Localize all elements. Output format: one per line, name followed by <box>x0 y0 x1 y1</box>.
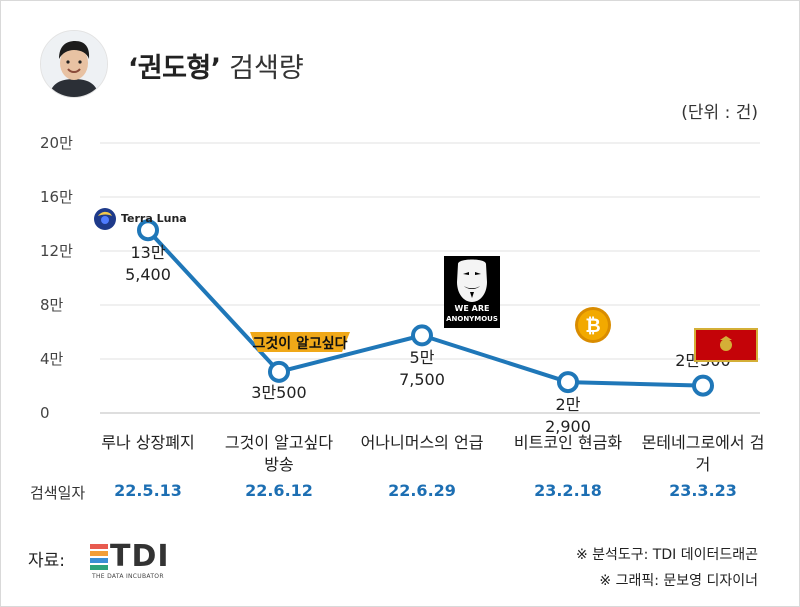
analysis-tool-credit: ※ 분석도구: TDI 데이터드래곤 <box>575 547 758 563</box>
bitcoin-icon: ₿ <box>575 307 611 343</box>
anonymous-text-2: ANONYMOUS <box>446 315 498 323</box>
tdi-logo: TDI THE DATA INCUBATOR <box>90 540 170 586</box>
search-date: 22.6.12 <box>245 481 313 500</box>
y-tick-label: 16만 <box>40 188 73 206</box>
data-label-line: 2,900 <box>545 417 591 437</box>
y-tick-label: 4만 <box>40 350 64 368</box>
x-category-label: 어나니머스의 언급 <box>360 433 484 452</box>
data-label-line: 13만 <box>130 243 166 263</box>
unit-label: (단위 : 건) <box>681 103 758 123</box>
data-point <box>268 360 290 383</box>
graphic-credit: ※ 그래픽: 문보영 디자이너 <box>599 573 758 589</box>
y-tick-label: 20만 <box>40 134 73 152</box>
unsolved-banner-icon <box>250 332 350 352</box>
data-label: 13만 5,400 <box>125 242 171 286</box>
data-label-line: 5만 <box>409 348 435 368</box>
data-label-line: 5,400 <box>125 265 171 285</box>
data-label: 3만500 <box>251 382 306 404</box>
data-point <box>137 219 159 242</box>
svg-text:₿: ₿ <box>585 315 600 337</box>
y-tick-label: 8만 <box>40 296 64 314</box>
data-point <box>692 374 714 397</box>
data-label-line: 3만500 <box>251 382 307 402</box>
search-date: 23.3.23 <box>669 481 737 500</box>
x-category-label: 그것이 알고싶다 방송 <box>224 433 334 474</box>
data-label: 5만 7,500 <box>399 347 445 391</box>
data-label-line: 7,500 <box>399 370 445 390</box>
data-label-line: 2만 <box>555 395 581 415</box>
chart-title: ‘권도형’ 검색량 <box>128 46 304 85</box>
montenegro-flag-icon <box>694 328 758 362</box>
source-label: 자료: <box>28 551 66 571</box>
x-category-label: 루나 상장폐지 <box>101 433 195 452</box>
avatar <box>40 30 108 98</box>
person-portrait-icon <box>41 31 107 97</box>
terra-luna-text: Terra Luna <box>121 212 187 225</box>
anonymous-text-1: WE ARE <box>454 304 490 313</box>
x-category-label: 비트코인 현금화 <box>513 433 623 452</box>
search-date: 22.6.29 <box>388 481 456 500</box>
data-point <box>411 324 433 347</box>
search-date: 23.2.18 <box>534 481 602 500</box>
y-tick-label: 0 <box>40 404 50 422</box>
y-tick-label: 12만 <box>40 242 73 260</box>
search-date: 22.5.13 <box>114 481 182 500</box>
anonymous-mask-icon: WE ARE ANONYMOUS <box>444 256 500 328</box>
bitcoin-coin-icon: ₿ <box>574 306 612 344</box>
guy-fawkes-mask-icon <box>457 259 487 302</box>
date-heading: 검색일자 <box>30 484 86 502</box>
title-keyword: ‘권도형’ <box>128 53 221 84</box>
montenegro-flag <box>694 328 758 362</box>
terra-luna-logo: Terra Luna <box>92 204 192 234</box>
tdi-logo-subtext: THE DATA INCUBATOR <box>92 573 164 580</box>
data-label: 2만 2,900 <box>545 394 591 438</box>
tdi-logo-text: TDI <box>110 539 170 574</box>
unsolved-text: 그것이 알고싶다 <box>252 336 348 352</box>
x-category-label: 몬테네그로에서 검거 <box>641 433 765 474</box>
tdi-logo-icon <box>90 544 108 570</box>
title-suffix: 검색량 <box>229 53 304 84</box>
unsolved-mysteries-logo: 그것이 알고싶다 <box>250 330 350 354</box>
terra-luna-icon <box>94 208 116 230</box>
data-point <box>557 371 579 394</box>
